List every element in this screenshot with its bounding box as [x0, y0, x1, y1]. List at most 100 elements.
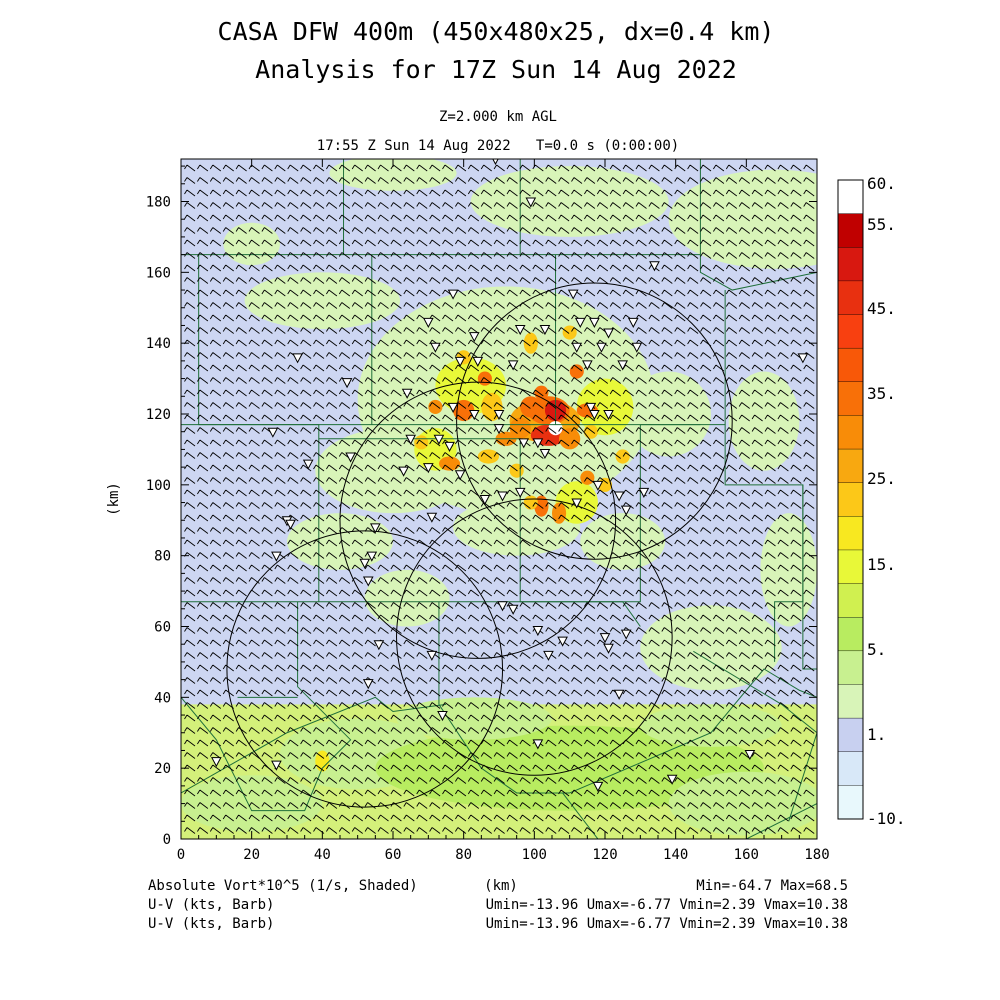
colorbar-swatch	[837, 482, 864, 517]
station-marker	[285, 519, 296, 530]
colorbar-swatch	[837, 213, 864, 248]
level-label: Z=2.000 km AGL	[439, 109, 557, 125]
colorbar-swatch	[837, 415, 864, 450]
colorbar-swatch	[837, 650, 864, 685]
x-tick-label: 160	[734, 847, 759, 863]
plot-area	[180, 158, 818, 840]
station-marker	[211, 757, 222, 768]
station-marker	[359, 558, 371, 569]
vorticity-region	[223, 222, 280, 266]
colorbar-swatch	[837, 347, 864, 383]
station-marker	[492, 159, 499, 166]
radar-range-ring	[396, 498, 673, 776]
vorticity-cell	[523, 332, 538, 354]
vorticity-region	[668, 169, 817, 269]
field-description: Absolute Vort*10^5 (1/s, Shaded)	[148, 878, 418, 894]
x-tick-label: 180	[804, 847, 829, 863]
colorbar-swatch	[837, 247, 864, 282]
radar-range-ring	[339, 381, 617, 659]
colorbar-label: 45.	[867, 299, 896, 318]
y-tick-label: 180	[146, 195, 171, 211]
station-marker	[532, 626, 544, 637]
vorticity-field	[181, 159, 817, 839]
colorbar-label: 35.	[867, 384, 896, 403]
vorticity-cell	[583, 424, 598, 439]
station-marker	[447, 402, 459, 413]
station-marker	[603, 410, 614, 421]
x-tick-label: 60	[385, 847, 402, 863]
station-marker	[514, 325, 526, 336]
colorbar-label: 1.	[867, 725, 886, 744]
y-tick-label: 0	[163, 832, 171, 848]
y-tick-label: 40	[154, 690, 171, 706]
colorbar-swatch	[837, 280, 864, 316]
chart-subtitle: Analysis for 17Z Sun 14 Aug 2022	[255, 55, 737, 84]
x-tick-label: 0	[177, 847, 185, 863]
station-marker	[497, 491, 508, 502]
station-marker	[571, 342, 583, 353]
station-marker	[514, 487, 526, 498]
station-marker	[468, 332, 480, 343]
field-stats: Min=-64.7 Max=68.5	[696, 878, 848, 894]
station-marker	[525, 197, 537, 208]
colorbar-frame	[837, 179, 864, 820]
colorbar-swatch	[837, 448, 864, 484]
station-marker	[617, 360, 628, 371]
vector-stats-1: Umin=-13.96 Umax=-6.77 Vmin=2.39 Vmax=10…	[486, 897, 848, 913]
station-marker	[620, 505, 632, 516]
vorticity-region	[580, 513, 666, 570]
colorbar-swatch	[837, 516, 864, 551]
x-tick-label: 20	[243, 847, 260, 863]
station-marker	[426, 650, 438, 661]
station-marker	[341, 378, 353, 389]
station-marker	[596, 342, 607, 353]
station-marker	[518, 438, 530, 449]
y-tick-label: 60	[154, 620, 171, 636]
wind-barb-grid	[184, 164, 815, 834]
station-marker	[582, 360, 593, 371]
y-tick-label: 20	[154, 761, 171, 777]
station-marker	[401, 388, 413, 399]
station-marker	[468, 410, 480, 421]
station-marker	[603, 643, 614, 654]
station-marker	[666, 774, 678, 785]
x-axis-label: (km)	[484, 878, 518, 894]
station-marker	[631, 342, 643, 353]
station-marker	[507, 604, 519, 615]
vorticity-cell	[559, 428, 581, 450]
colorbar-label: 5.	[867, 640, 886, 659]
station-marker	[574, 317, 586, 328]
station-marker	[423, 317, 434, 328]
station-marker	[430, 342, 441, 353]
station-marker	[557, 636, 568, 647]
county-line	[746, 803, 817, 839]
x-tick-label: 140	[663, 847, 688, 863]
colorbar: 60. 55. 45. 35. 25. 15. 5. 1. -10.	[837, 174, 906, 828]
x-tick-label: 80	[455, 847, 472, 863]
station-marker	[507, 360, 519, 371]
station-marker	[567, 289, 579, 300]
colorbar-swatch	[837, 381, 864, 416]
x-tick-label: 120	[592, 847, 617, 863]
vorticity-cell	[428, 399, 443, 414]
station-marker	[589, 410, 600, 421]
station-marker	[539, 448, 551, 460]
colorbar-swatch	[837, 717, 864, 753]
station-marker	[543, 650, 554, 661]
station-marker	[454, 356, 466, 367]
station-marker	[437, 711, 448, 722]
station-marker	[613, 689, 625, 700]
county-line	[181, 601, 352, 812]
station-marker	[532, 739, 544, 750]
y-tick-label: 80	[154, 549, 171, 565]
radar-range-ring	[456, 282, 733, 560]
colorbar-swatch	[837, 549, 864, 585]
vorticity-region	[470, 166, 669, 237]
y-axis: 0 20 40 60 80 100 120 140 160 180	[146, 165, 817, 848]
y-tick-label: 100	[146, 478, 171, 494]
colorbar-label: 15.	[867, 555, 896, 574]
vorticity-cell	[569, 364, 584, 379]
station-marker	[271, 551, 282, 562]
vorticity-region	[728, 371, 800, 471]
